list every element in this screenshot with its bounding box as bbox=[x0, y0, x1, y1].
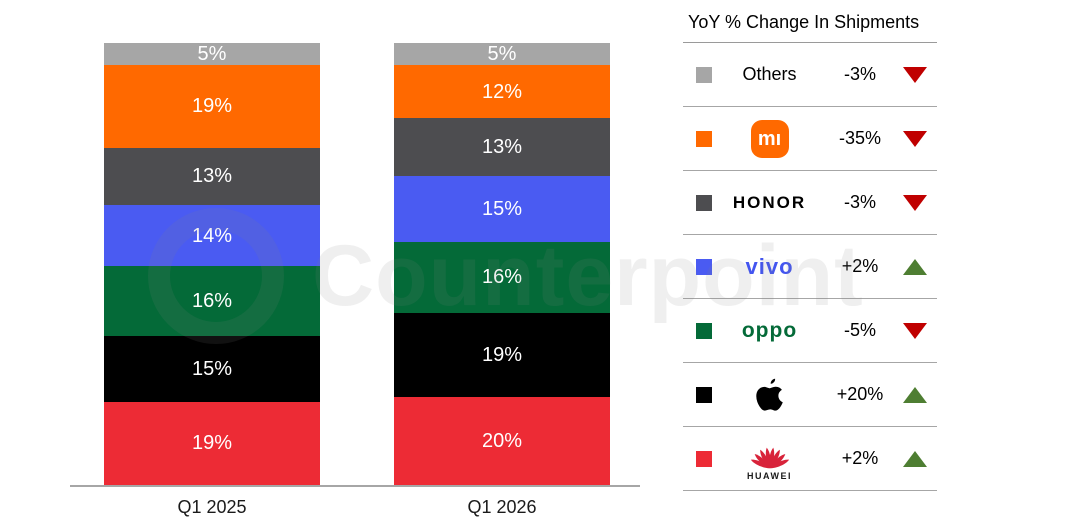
bar-segment-value-label: 15% bbox=[481, 197, 523, 220]
bar-segment-honor: 13% bbox=[394, 118, 610, 176]
bar-segment-vivo: 15% bbox=[394, 175, 610, 242]
triangle-glyph bbox=[903, 258, 927, 275]
legend-row-huawei: HUAWEI +2% bbox=[683, 427, 937, 491]
mi-logo-glyph: mı bbox=[757, 127, 782, 150]
yoy-change-value-vivo: +2% bbox=[841, 256, 879, 276]
bar-segment-value-label: 19% bbox=[191, 432, 233, 455]
bar-segment-oppo: 16% bbox=[394, 241, 610, 313]
legend-swatch-others bbox=[696, 66, 712, 83]
brand-logo-others: Others bbox=[712, 64, 827, 85]
legend-row-vivo: vivo +2% bbox=[683, 235, 937, 299]
legend-swatch-apple bbox=[696, 386, 712, 403]
stacked-bar-q1-2025: 5% 19% 13% 14% 16% 15% 19% bbox=[104, 43, 320, 485]
legend-swatch-honor bbox=[696, 194, 712, 211]
triangle-glyph bbox=[903, 322, 927, 339]
bar-segment-value-label: 14% bbox=[191, 224, 233, 247]
bar-segment-honor: 13% bbox=[104, 148, 320, 205]
honor-wordmark: HONOR bbox=[732, 192, 807, 212]
bar-segment-value-label: 16% bbox=[481, 266, 523, 289]
x-axis-category-label: Q1 2025 bbox=[177, 497, 247, 517]
legend-row-honor: HONOR -3% bbox=[683, 171, 937, 235]
brand-logo-huawei: HUAWEI bbox=[712, 436, 827, 481]
legend-swatch-oppo bbox=[696, 322, 712, 339]
bar-segment-vivo: 14% bbox=[104, 204, 320, 267]
yoy-change-value-oppo: -5% bbox=[843, 320, 876, 340]
brand-logo-oppo: oppo bbox=[712, 319, 827, 343]
legend-row-oppo: oppo -5% bbox=[683, 299, 937, 363]
trend-down-icon bbox=[893, 322, 937, 339]
bar-segment-value-label: 19% bbox=[481, 343, 523, 366]
legend-row-apple: +20% bbox=[683, 363, 937, 427]
brand-logo-apple bbox=[712, 377, 827, 413]
yoy-change-value-apple: +20% bbox=[836, 384, 884, 404]
yoy-change-value-xiaomi: -35% bbox=[838, 128, 882, 148]
bar-segment-value-label: 13% bbox=[191, 165, 233, 188]
triangle-glyph bbox=[903, 194, 927, 211]
triangle-glyph bbox=[903, 386, 927, 403]
bar-segment-value-label: 13% bbox=[481, 135, 523, 158]
brand-label: Others bbox=[742, 64, 797, 84]
brand-logo-vivo: vivo bbox=[712, 254, 827, 280]
legend-row-xiaomi: mı -35% bbox=[683, 107, 937, 171]
bar-segment-value-label: 5% bbox=[487, 43, 517, 66]
triangle-glyph bbox=[903, 66, 927, 83]
x-axis-category-label: Q1 2026 bbox=[467, 497, 537, 517]
huawei-flower-icon bbox=[750, 447, 789, 469]
bar-segment-value-label: 12% bbox=[481, 80, 523, 103]
legend-row-others: Others -3% bbox=[683, 43, 937, 107]
trend-down-icon bbox=[893, 130, 937, 147]
bar-segment-others: 5% bbox=[104, 43, 320, 65]
trend-up-icon bbox=[893, 386, 937, 403]
legend-swatch-xiaomi bbox=[696, 130, 712, 147]
yoy-change-value-huawei: +2% bbox=[841, 448, 879, 468]
triangle-glyph bbox=[903, 450, 927, 467]
bar-segment-value-label: 15% bbox=[191, 358, 233, 380]
legend-title: YoY % Change In Shipments bbox=[683, 10, 937, 43]
yoy-change-value-others: -3% bbox=[843, 64, 876, 84]
legend-panel: YoY % Change In Shipments Others -3% mı -35… bbox=[683, 10, 937, 491]
triangle-glyph bbox=[903, 130, 927, 147]
bar-segment-huawei: 19% bbox=[104, 401, 320, 485]
bar-segment-value-label: 20% bbox=[481, 429, 523, 452]
trend-up-icon bbox=[893, 450, 937, 467]
apple-logo-icon bbox=[756, 378, 783, 411]
bar-segment-others: 5% bbox=[394, 43, 610, 66]
legend-swatch-huawei bbox=[696, 450, 712, 467]
bar-segment-value-label: 19% bbox=[191, 95, 233, 118]
trend-down-icon bbox=[893, 194, 937, 211]
stacked-bar-q1-2026: 5% 12% 13% 15% 16% 19% 20% bbox=[394, 43, 610, 485]
brand-logo-xiaomi: mı bbox=[712, 119, 827, 158]
trend-up-icon bbox=[893, 258, 937, 275]
bar-segment-xiaomi: 12% bbox=[394, 65, 610, 119]
oppo-wordmark: oppo bbox=[741, 318, 798, 342]
bar-segment-apple: 15% bbox=[104, 336, 320, 402]
trend-down-icon bbox=[893, 66, 937, 83]
bar-segment-huawei: 20% bbox=[394, 396, 610, 485]
huawei-wordmark: HUAWEI bbox=[747, 471, 792, 481]
xiaomi-mi-logo-icon: mı bbox=[750, 119, 789, 158]
brand-logo-honor: HONOR bbox=[712, 193, 827, 213]
bar-segment-oppo: 16% bbox=[104, 266, 320, 337]
bar-segment-value-label: 16% bbox=[191, 290, 233, 313]
bar-segment-value-label: 5% bbox=[197, 42, 227, 65]
bar-segment-apple: 19% bbox=[394, 312, 610, 397]
vivo-wordmark: vivo bbox=[745, 253, 794, 279]
bar-segment-xiaomi: 19% bbox=[104, 64, 320, 149]
legend-swatch-vivo bbox=[696, 258, 712, 275]
legend-rows: Others -3% mı -35% HONOR -3% vivo +2% oppo -5% +2… bbox=[683, 43, 937, 491]
yoy-change-value-honor: -3% bbox=[843, 192, 876, 212]
x-axis-line bbox=[70, 485, 640, 487]
